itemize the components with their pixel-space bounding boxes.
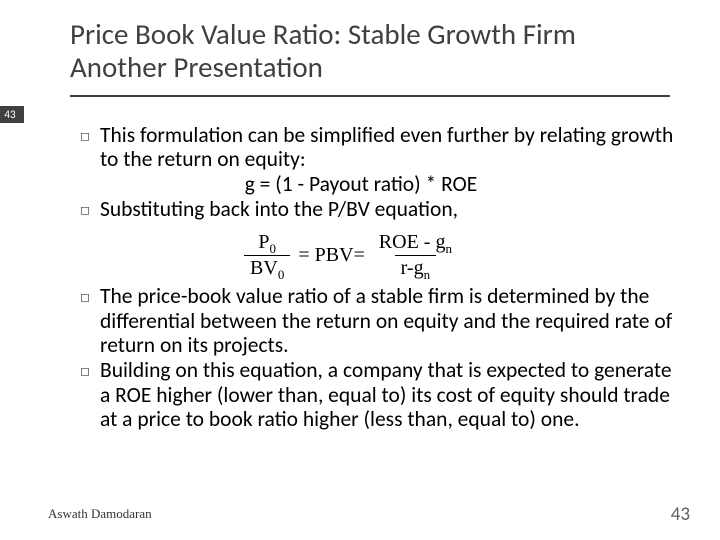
eq-equals: = PBV= bbox=[294, 244, 368, 267]
bullet-marker-icon: ◻ bbox=[80, 197, 100, 225]
bullet-item: ◻ The price-book value ratio of a stable… bbox=[80, 284, 682, 358]
eq-lhs-num-sub: 0 bbox=[269, 241, 276, 256]
bullet-item: ◻ Building on this equation, a company t… bbox=[80, 358, 682, 432]
eq-rhs-num: ROE - g bbox=[379, 231, 446, 253]
slide-number-badge: 43 bbox=[0, 106, 24, 123]
bullet-marker-icon: ◻ bbox=[80, 284, 100, 312]
bullet-marker-icon: ◻ bbox=[80, 358, 100, 386]
footer-page-number: 43 bbox=[671, 503, 690, 526]
eq-lhs-den: BV bbox=[250, 257, 278, 279]
eq-lhs-num: P bbox=[258, 231, 269, 253]
eq-lhs-den-sub: 0 bbox=[278, 267, 285, 282]
eq-rhs-den-sub: n bbox=[424, 267, 431, 282]
eq-rhs-num-sub: n bbox=[445, 241, 452, 256]
bullet-1-text: This formulation can be simplified even … bbox=[100, 122, 673, 173]
content-area: ◻ This formulation can be simplified eve… bbox=[0, 97, 720, 432]
slide-title: Price Book Value Ratio: Stable Growth Fi… bbox=[70, 18, 670, 85]
bullet-item: ◻ This formulation can be simplified eve… bbox=[80, 123, 682, 197]
bullet-text: The price-book value ratio of a stable f… bbox=[100, 284, 682, 358]
bullet-text: Building on this equation, a company tha… bbox=[100, 358, 682, 432]
footer-author: Aswath Damodaran bbox=[48, 506, 152, 522]
eq-rhs-den: r-g bbox=[401, 257, 424, 279]
bullet-text: This formulation can be simplified even … bbox=[100, 123, 682, 197]
equation-block: P0 BV0 = PBV= ROE - gn r-gn bbox=[20, 231, 682, 280]
bullet-marker-icon: ◻ bbox=[80, 123, 100, 151]
bullet-item: ◻ Substituting back into the P/BV equati… bbox=[80, 197, 682, 225]
formula-line: g = (1 - Payout ratio) * ROE bbox=[40, 172, 682, 197]
bullet-text: Substituting back into the P/BV equation… bbox=[100, 197, 682, 222]
